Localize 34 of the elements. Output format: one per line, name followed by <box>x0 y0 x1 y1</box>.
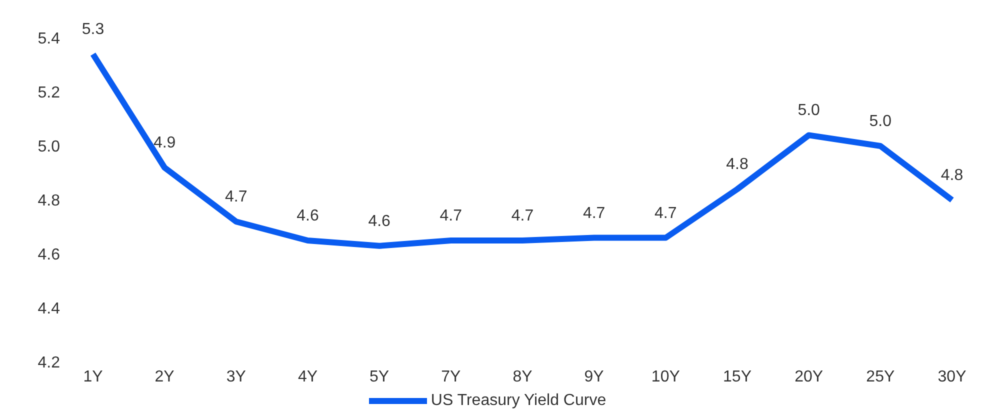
x-tick-label: 2Y <box>154 368 175 386</box>
y-tick-label: 4.6 <box>38 246 60 264</box>
data-label: 4.8 <box>940 167 964 184</box>
data-label: 4.6 <box>368 212 391 230</box>
y-tick-label: 5.2 <box>38 84 60 102</box>
data-label: 4.7 <box>654 204 677 222</box>
data-label: 4.7 <box>225 188 248 206</box>
x-tick-label: 7Y <box>441 368 462 386</box>
y-tick-label: 4.8 <box>38 192 60 210</box>
y-tick-label: 5.4 <box>38 30 60 48</box>
data-label: 4.6 <box>296 208 319 224</box>
x-tick-label: 15Y <box>723 368 752 386</box>
x-tick-label: 30Y <box>938 368 967 386</box>
data-label: 4.9 <box>153 134 176 152</box>
data-label: 4.7 <box>511 208 534 224</box>
x-tick-label: 5Y <box>370 368 390 386</box>
x-tick-label: 9Y <box>584 368 604 386</box>
data-label: 4.8 <box>726 156 748 174</box>
legend-label: US Treasury Yield Curve <box>430 392 606 410</box>
y-tick-label: 5.0 <box>38 138 60 156</box>
x-tick-label: 25Y <box>866 368 895 386</box>
x-tick-label: 1Y <box>83 368 104 386</box>
x-tick-label: 8Y <box>512 368 533 386</box>
y-tick-label: 4.2 <box>38 354 60 372</box>
data-label: 5.0 <box>798 102 820 120</box>
data-label: 4.7 <box>440 208 462 224</box>
x-tick-label: 3Y <box>226 368 246 386</box>
y-tick-label: 4.4 <box>38 300 60 318</box>
data-label: 4.7 <box>582 204 606 222</box>
x-tick-label: 20Y <box>794 368 824 386</box>
data-label: 5.3 <box>82 21 104 38</box>
x-tick-label: 10Y <box>651 368 680 386</box>
x-tick-label: 4Y <box>298 368 318 386</box>
data-label: 5.0 <box>869 113 892 130</box>
